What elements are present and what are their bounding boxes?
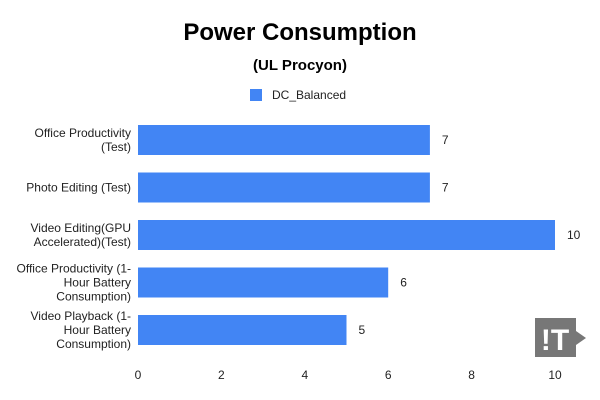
bar — [138, 172, 430, 203]
x-tick-label: 8 — [468, 368, 475, 382]
data-label: 6 — [400, 276, 407, 290]
bar — [138, 125, 430, 155]
bar — [138, 315, 347, 345]
category-label: Video Editing(GPU — [31, 221, 132, 235]
data-label: 5 — [359, 323, 366, 337]
watermark-logo: !T — [535, 318, 586, 357]
x-tick-label: 4 — [301, 368, 308, 382]
data-label: 7 — [442, 181, 449, 195]
bar — [138, 220, 555, 250]
svg-text:!T: !T — [541, 324, 569, 357]
category-label: Hour Battery — [64, 276, 131, 290]
category-label: (Test) — [101, 140, 131, 154]
category-label: Consumption) — [56, 337, 131, 351]
legend-swatch — [250, 89, 262, 101]
category-label: Photo Editing (Test) — [26, 181, 131, 195]
category-label: Accelerated)(Test) — [34, 235, 131, 249]
x-tick-label: 6 — [385, 368, 392, 382]
bar — [138, 267, 389, 298]
category-label: Office Productivity (1- — [17, 262, 131, 276]
category-label: Hour Battery — [64, 323, 131, 337]
category-label: Office Productivity — [35, 126, 131, 140]
x-tick-label: 0 — [135, 368, 142, 382]
x-tick-label: 2 — [218, 368, 225, 382]
category-label: Consumption) — [56, 290, 131, 304]
legend-label: DC_Balanced — [272, 88, 346, 102]
data-label: 10 — [567, 228, 581, 242]
data-label: 7 — [442, 133, 449, 147]
category-label: Video Playback (1- — [31, 309, 132, 323]
chart-title: Power Consumption — [183, 19, 416, 46]
x-tick-label: 10 — [548, 368, 562, 382]
chart-subtitle: (UL Procyon) — [253, 57, 347, 74]
